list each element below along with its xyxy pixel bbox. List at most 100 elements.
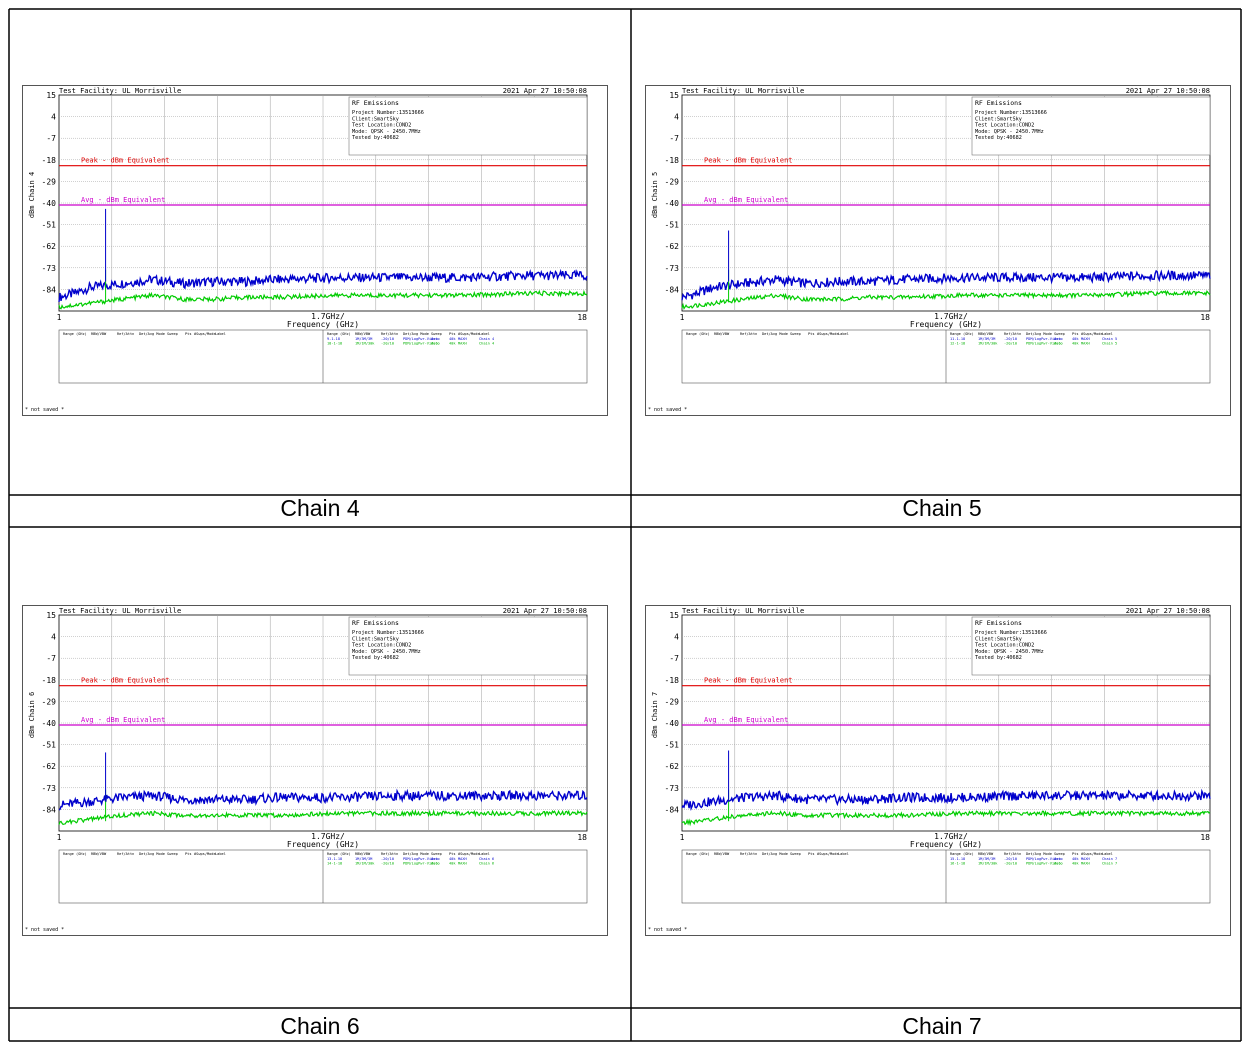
table-header-left: RBW/VBW xyxy=(91,332,107,336)
table-cell: 1M/1M/30k xyxy=(355,342,375,346)
table-cell: 16-1-18 xyxy=(950,862,965,866)
y-tick-label: 15 xyxy=(669,611,679,620)
table-cell: Chain 7 xyxy=(1102,857,1117,861)
y-tick-label: -73 xyxy=(665,264,680,273)
info-line: Project Number:13513666 xyxy=(352,110,424,116)
table-cell: MAXH xyxy=(458,857,467,861)
table-header-right: Pts xyxy=(449,852,456,856)
table-cell: MAXH xyxy=(1081,862,1090,866)
table-cell: PDM/LogPwr-Video xyxy=(403,862,438,866)
x-span-label: 1.7GHz/ xyxy=(934,312,968,321)
table-cell: 1M/3M/3M xyxy=(978,857,996,861)
table-cell: 14-1-18 xyxy=(327,862,342,866)
table-cell: 9-1-18 xyxy=(327,337,340,341)
y-tick-label: -51 xyxy=(665,221,680,230)
table-header-left: Det/Avg Mode xyxy=(762,332,788,336)
table-cell: 40k xyxy=(1072,342,1079,346)
table-header-right: #Swps/Mode xyxy=(458,332,480,336)
info-line: Test Location:COND2 xyxy=(975,643,1034,649)
table-header-right: Ref/Attn xyxy=(381,332,398,336)
table-header-left: Label xyxy=(215,332,226,336)
table-cell: -20/10 xyxy=(381,862,394,866)
peak-trace xyxy=(58,788,588,811)
table-header-right: RBW/VBW xyxy=(355,852,371,856)
y-tick-label: 4 xyxy=(51,633,56,642)
info-line: Project Number:13513666 xyxy=(975,630,1047,636)
table-cell: 1M/3M/3M xyxy=(355,337,373,341)
table-header-left: Sweep xyxy=(167,332,178,336)
table-header-left: #Swps/Mode xyxy=(817,852,839,856)
y-axis-label: dBm Chain 4 xyxy=(28,172,36,218)
table-cell: Auto xyxy=(1054,857,1063,861)
info-line: Client:SmartSky xyxy=(352,636,399,642)
y-tick-label: -84 xyxy=(42,805,57,814)
table-header-left: #Swps/Mode xyxy=(817,332,839,336)
y-tick-label: -40 xyxy=(665,199,680,208)
table-cell: -20/10 xyxy=(1004,337,1017,341)
chart-caption: Chain 6 xyxy=(280,1013,360,1039)
table-header-right: Sweep xyxy=(431,852,442,856)
table-cell: MAXH xyxy=(1081,857,1090,861)
info-box xyxy=(971,616,1211,676)
x-span-label: 1.7GHz/ xyxy=(934,832,968,841)
table-header-left: RBW/VBW xyxy=(714,852,730,856)
table-cell: 1M/3M/3M xyxy=(355,857,373,861)
info-line: Project Number:13513666 xyxy=(975,110,1047,116)
x-tick-label: 1 xyxy=(57,833,62,842)
table-cell: 40k xyxy=(1072,857,1079,861)
peak-trace xyxy=(681,269,1211,301)
avg-limit-label: Avg - dBm Equivalent xyxy=(81,196,165,204)
table-header-right: Label xyxy=(1102,852,1113,856)
table-cell: 40k xyxy=(449,342,456,346)
info-line: Client:SmartSky xyxy=(975,636,1022,642)
table-header-left: Range (GHz) xyxy=(686,852,710,856)
info-line: Mode: QPSK - 2450.7MHz xyxy=(352,649,421,655)
info-line: RF Emissions xyxy=(352,99,399,107)
table-cell: Auto xyxy=(431,342,440,346)
table-header-right: #Swps/Mode xyxy=(1081,332,1103,336)
table-header-right: Label xyxy=(1102,332,1113,336)
info-box xyxy=(348,96,588,156)
info-line: Mode: QPSK - 2450.7MHz xyxy=(975,129,1044,135)
table-cell: -20/10 xyxy=(381,342,394,346)
y-tick-label: 4 xyxy=(674,633,679,642)
x-tick-label: 18 xyxy=(1200,313,1210,322)
table-cell: Chain 4 xyxy=(479,337,494,341)
y-tick-label: -62 xyxy=(42,762,57,771)
table-header-right: Ref/Attn xyxy=(381,852,398,856)
y-tick-label: -84 xyxy=(665,285,680,294)
y-tick-label: -73 xyxy=(665,784,680,793)
table-cell: 40k xyxy=(1072,337,1079,341)
y-tick-label: -73 xyxy=(42,784,57,793)
y-tick-label: -51 xyxy=(42,221,57,230)
x-tick-label: 18 xyxy=(1200,833,1210,842)
table-header-left: Sweep xyxy=(790,852,801,856)
table-header-right: Det/Avg Mode xyxy=(1026,852,1052,856)
peak-trace xyxy=(681,788,1211,811)
y-tick-label: -62 xyxy=(42,242,57,251)
info-line: RF Emissions xyxy=(975,619,1022,627)
facility-label: Test Facility: UL Morrisville xyxy=(59,607,181,615)
table-header-right: RBW/VBW xyxy=(978,332,994,336)
x-axis-label: Frequency (GHz) xyxy=(287,320,359,329)
table-cell: PDM/LogPwr-Video xyxy=(1026,857,1061,861)
table-cell: 1M/1M/30k xyxy=(978,342,998,346)
avg-trace xyxy=(58,809,588,826)
y-tick-label: -7 xyxy=(669,134,679,143)
datetime-label: 2021 Apr 27 10:50:08 xyxy=(1126,87,1210,95)
y-tick-label: -51 xyxy=(665,741,680,750)
table-header-right: Ref/Attn xyxy=(1004,332,1021,336)
table-cell: Auto xyxy=(431,857,440,861)
table-header-left: Range (GHz) xyxy=(63,852,87,856)
y-tick-label: -84 xyxy=(665,805,680,814)
x-axis-label: Frequency (GHz) xyxy=(910,320,982,329)
table-header-right: Pts xyxy=(449,332,456,336)
table-header-left: Det/Avg Mode xyxy=(139,332,165,336)
table-cell: 40k xyxy=(1072,862,1079,866)
x-axis-label: Frequency (GHz) xyxy=(287,840,359,849)
table-header-left: Label xyxy=(215,852,226,856)
info-line: Tested by:40682 xyxy=(352,655,399,661)
info-box xyxy=(971,96,1211,156)
table-header-right: Range (GHz) xyxy=(950,332,974,336)
